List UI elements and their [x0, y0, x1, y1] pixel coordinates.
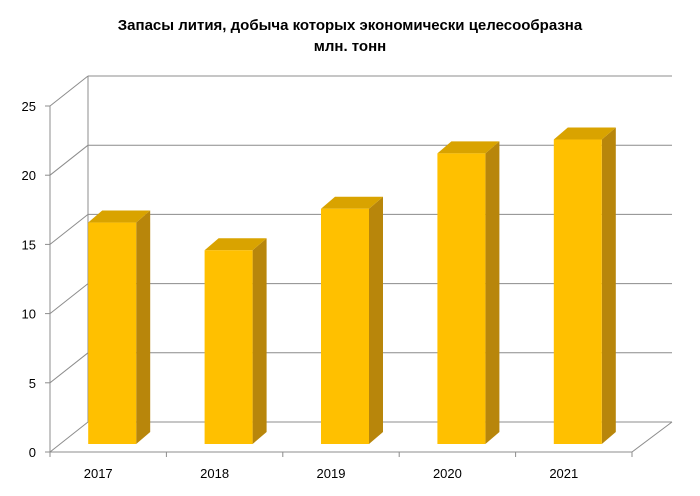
- y-tick-label: 20: [22, 168, 36, 183]
- gridline-side: [49, 214, 89, 245]
- bar-top: [204, 238, 267, 251]
- bar-top: [437, 141, 500, 154]
- floor-edge: [631, 421, 673, 453]
- bar-top: [553, 127, 616, 140]
- gridline-side: [49, 75, 89, 107]
- bar-side: [136, 210, 151, 444]
- bar-top: [321, 196, 383, 209]
- bar: [553, 139, 602, 444]
- gridline-side: [49, 283, 89, 314]
- bar-side: [369, 196, 383, 444]
- gridline-side: [49, 421, 89, 453]
- bar: [321, 208, 369, 444]
- y-tick-label: 15: [22, 237, 36, 252]
- chart-subtitle-units: млн. тонн: [313, 38, 387, 55]
- x-tick-label: 2020: [433, 466, 462, 481]
- y-tick-label: 0: [29, 445, 36, 460]
- bar: [88, 222, 137, 444]
- x-tick-label: 2018: [200, 466, 229, 481]
- bar-side: [601, 127, 616, 445]
- bar-top: [88, 210, 151, 223]
- y-tick-label: 5: [29, 376, 36, 391]
- x-tick-label: 2021: [549, 466, 578, 481]
- y-tick-label: 25: [22, 99, 36, 114]
- y-tick-label: 10: [22, 307, 36, 322]
- x-tick-label: 2017: [84, 466, 113, 481]
- gridline-side: [49, 144, 89, 176]
- gridline-side: [49, 352, 89, 384]
- bar-side: [485, 141, 500, 445]
- chart-title: Запасы лития, добыча которых экономическ…: [117, 17, 583, 34]
- bar-side: [252, 238, 267, 444]
- x-tick-label: 2019: [317, 466, 346, 481]
- bar: [204, 250, 253, 444]
- bar: [437, 153, 486, 445]
